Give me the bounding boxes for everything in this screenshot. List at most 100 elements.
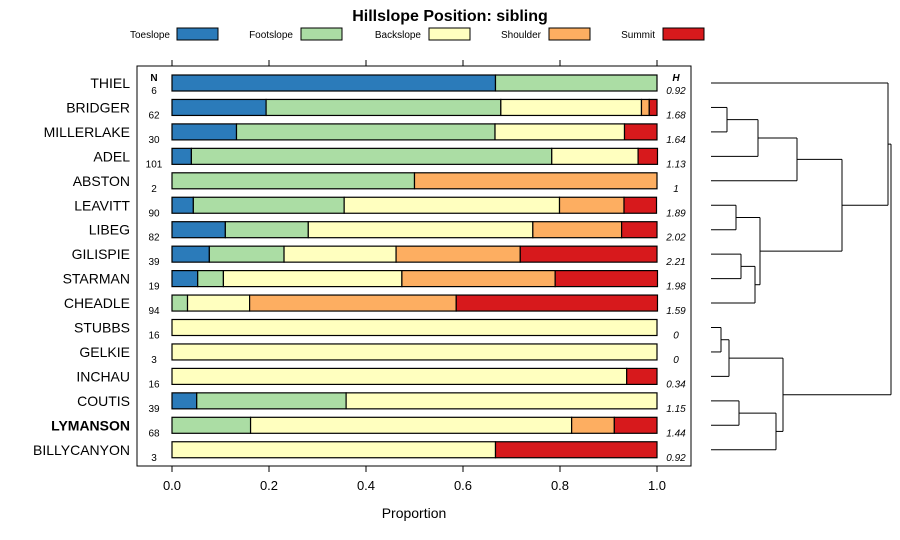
row-gilispie: GILISPIE 39 2.21: [72, 245, 686, 268]
row-n-value: 19: [148, 282, 160, 293]
row-h-value: 1.68: [666, 110, 686, 121]
row-billycanyon: BILLYCANYON 3 0.92: [33, 441, 686, 464]
bar-segment-backslope: [343, 196, 561, 214]
row-label: THIEL: [90, 75, 130, 91]
row-n-value: 62: [148, 110, 160, 121]
row-h-value: 1.44: [666, 428, 686, 439]
row-starman: STARMAN 19 1.98: [63, 270, 686, 293]
row-n-value: 94: [148, 306, 160, 317]
legend-label-summit: Summit: [621, 30, 655, 41]
row-n-value: 39: [148, 257, 160, 268]
row-h-value: 2.02: [665, 233, 686, 244]
bar-segment-backslope: [222, 270, 403, 288]
row-n-value: 101: [146, 159, 163, 170]
bar-segment-toeslope: [171, 270, 199, 288]
row-thiel: THIEL 6 0.92: [90, 74, 686, 97]
row-n-value: 90: [148, 208, 160, 219]
bar-segment-backslope: [500, 98, 643, 117]
bar-segment-shoulder: [395, 245, 521, 263]
row-n-value: 3: [151, 355, 157, 366]
x-tick-label: 0.4: [357, 478, 375, 493]
bar-segment-footslope: [171, 294, 189, 312]
row-gelkie: GELKIE 3 0: [79, 343, 679, 366]
bar-segment-backslope: [249, 416, 573, 434]
bar-segment-summit: [648, 98, 658, 117]
bar-segment-backslope: [345, 392, 658, 410]
bar-segment-shoulder: [558, 196, 625, 214]
row-label: ABSTON: [73, 173, 130, 189]
bar-segment-summit: [623, 123, 658, 141]
bar-segment-toeslope: [171, 392, 198, 410]
legend-swatch-backslope: [428, 27, 471, 41]
row-n-value: 16: [148, 379, 160, 390]
bar-segment-footslope: [196, 392, 347, 410]
bar-segment-shoulder: [401, 270, 556, 288]
bar-segment-summit: [613, 416, 658, 434]
row-h-value: 0.92: [666, 86, 686, 97]
row-h-value: 0.92: [666, 453, 686, 464]
bar-segment-summit: [637, 147, 659, 165]
dendrogram: [711, 82, 892, 451]
legend-label-toeslope: Toeslope: [130, 30, 170, 41]
bar-segment-shoulder: [249, 294, 457, 312]
row-inchau: INCHAU 16 0.34: [76, 367, 686, 390]
row-label: STUBBS: [74, 320, 130, 336]
bar-segment-summit: [623, 196, 658, 214]
x-tick-label: 0.6: [454, 478, 472, 493]
row-label: LIBEG: [89, 222, 130, 238]
row-n-value: 30: [148, 135, 160, 146]
bar-segment-shoulder: [571, 416, 615, 434]
row-n-value: 68: [148, 428, 160, 439]
h-column-header: H: [672, 73, 680, 84]
bar-segment-backslope: [186, 294, 251, 312]
row-label: INCHAU: [76, 368, 130, 384]
row-n-value: 82: [148, 233, 160, 244]
bar-segment-toeslope: [171, 98, 267, 117]
row-h-value: 1.15: [666, 404, 686, 415]
chart-title: Hillslope Position: sibling: [352, 8, 548, 25]
bar-segment-summit: [620, 221, 658, 239]
row-lymanson: LYMANSON 68 1.44: [51, 416, 686, 439]
bar-segment-toeslope: [171, 123, 238, 141]
legend-swatch-footslope: [300, 27, 343, 41]
bar-segment-footslope: [171, 172, 416, 190]
bar-segment-backslope: [551, 147, 639, 165]
row-label: ADEL: [93, 148, 130, 164]
row-label: BILLYCANYON: [33, 442, 130, 458]
bar-segment-footslope: [208, 245, 285, 263]
bar-segment-backslope: [283, 245, 397, 263]
bar-segment-toeslope: [171, 221, 226, 239]
x-axis: 0.0 0.2 0.4 0.6 0.8 1.0: [163, 60, 666, 493]
row-h-value: 0.34: [666, 379, 686, 390]
bar-segment-backslope: [171, 343, 658, 361]
row-label: LYMANSON: [51, 417, 130, 433]
row-libeg: LIBEG 82 2.02: [89, 221, 686, 244]
bar-segment-summit: [626, 367, 658, 385]
bar-segment-backslope: [494, 123, 626, 141]
bar-segment-backslope: [171, 441, 497, 459]
row-label: GILISPIE: [72, 246, 130, 262]
x-tick-label: 0.8: [551, 478, 569, 493]
row-adel: ADEL 101 1.13: [93, 147, 686, 170]
row-h-value: 0: [673, 331, 679, 342]
row-label: GELKIE: [79, 344, 130, 360]
row-cheadle: CHEADLE 94 1.59: [64, 294, 686, 317]
bar-segment-backslope: [307, 221, 534, 239]
row-label: LEAVITT: [74, 197, 130, 213]
bar-segment-footslope: [265, 98, 502, 117]
row-n-value: 3: [151, 453, 157, 464]
row-stubbs: STUBBS 16 0: [74, 318, 679, 342]
x-tick-label: 0.2: [260, 478, 278, 493]
row-n-value: 2: [151, 184, 157, 195]
bar-segment-footslope: [190, 147, 553, 165]
bar-segment-toeslope: [171, 245, 210, 263]
row-h-value: 0: [673, 355, 679, 366]
legend-label-shoulder: Shoulder: [501, 30, 542, 41]
row-abston: ABSTON 2 1: [73, 172, 679, 195]
bar-segment-footslope: [494, 74, 658, 92]
bar-segment-backslope: [171, 318, 658, 337]
bar-segment-toeslope: [171, 74, 497, 92]
bar-segment-summit: [519, 245, 658, 263]
row-label: BRIDGER: [66, 99, 130, 115]
